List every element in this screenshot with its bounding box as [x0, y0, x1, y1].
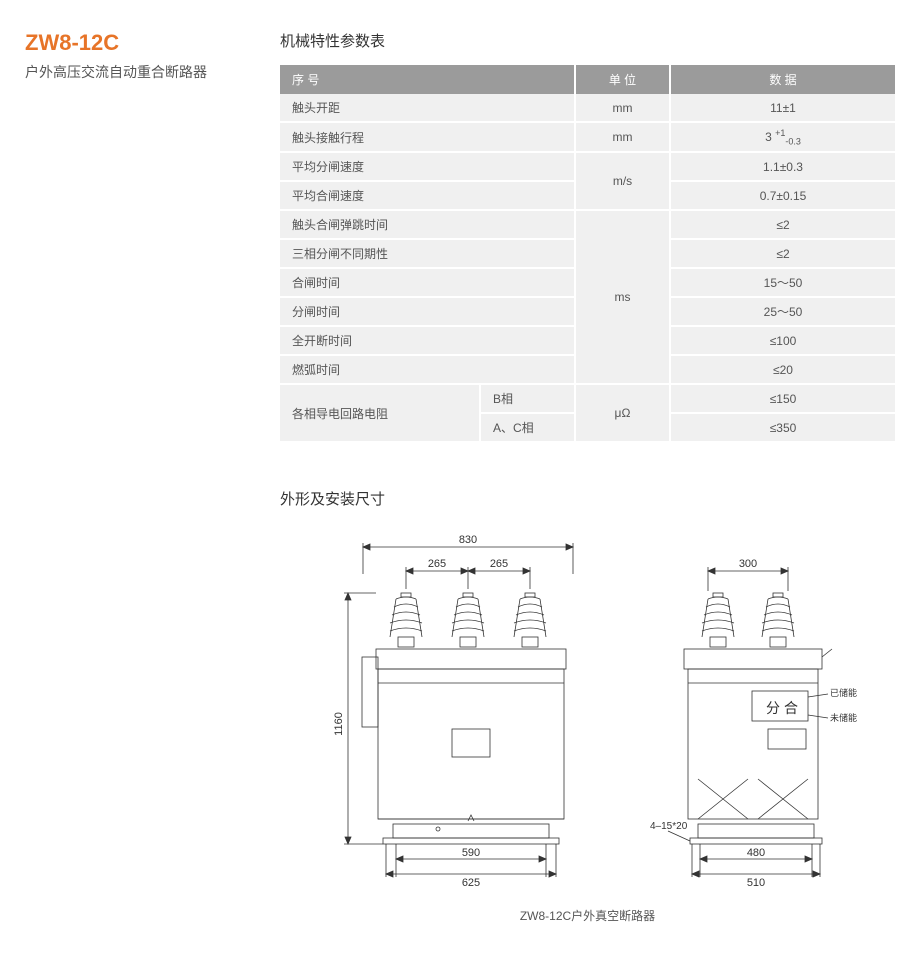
svg-text:625: 625: [461, 877, 479, 889]
product-description: 户外高压交流自动重合断路器: [25, 62, 250, 82]
table-row-unit: m/s: [575, 152, 670, 210]
table-row-value: ≤20: [670, 355, 895, 384]
table-header-name: 序 号: [280, 65, 575, 94]
svg-text:590: 590: [461, 847, 479, 859]
svg-text:510: 510: [746, 877, 764, 889]
svg-text:1160: 1160: [333, 713, 345, 737]
svg-text:480: 480: [746, 847, 764, 859]
parameters-table: 序 号 单 位 数 据 触头开距mm11±1 触头接触行程mm3 +1-0.3 平均…: [280, 65, 895, 443]
table-row-name: 各相导电回路电阻: [280, 384, 480, 442]
table-row-value: ≤350: [670, 413, 895, 442]
table-row-name: 平均分闸速度: [280, 152, 575, 181]
table-header-unit: 单 位: [575, 65, 670, 94]
side-view-diagram: 300: [648, 529, 868, 889]
table-title: 机械特性参数表: [280, 30, 895, 51]
diagram-caption: ZW8-12C户外真空断路器: [280, 907, 895, 924]
table-row-name: 燃弧时间: [280, 355, 575, 384]
table-row-name: 触头接触行程: [280, 122, 575, 152]
svg-text:830: 830: [458, 534, 476, 546]
table-row-name: 触头开距: [280, 94, 575, 122]
table-row-value: 3 +1-0.3: [670, 122, 895, 152]
table-row-unit: mm: [575, 122, 670, 152]
table-row-name: 分闸时间: [280, 297, 575, 326]
table-row-value: 25～50: [670, 297, 895, 326]
table-row-name: 合闸时间: [280, 268, 575, 297]
svg-text:265: 265: [489, 558, 507, 570]
table-row-unit: ms: [575, 210, 670, 384]
table-row-value: ≤100: [670, 326, 895, 355]
svg-text:合: 合: [784, 700, 798, 716]
table-row-value: ≤2: [670, 210, 895, 239]
svg-text:4–15*20: 4–15*20: [650, 821, 688, 832]
table-row-sub: A、C相: [480, 413, 575, 442]
table-row-value: ≤150: [670, 384, 895, 413]
svg-text:已储能: 已储能: [830, 687, 857, 698]
table-row-value: 11±1: [670, 94, 895, 122]
product-code: ZW8-12C: [25, 30, 250, 56]
svg-text:分: 分: [766, 700, 780, 716]
table-header-data: 数 据: [670, 65, 895, 94]
svg-text:未储能: 未储能: [830, 712, 857, 723]
table-row-unit: μΩ: [575, 384, 670, 442]
table-row-sub: B相: [480, 384, 575, 413]
table-row-unit: mm: [575, 94, 670, 122]
table-row-name: 平均合闸速度: [280, 181, 575, 210]
table-row-value: 1.1±0.3: [670, 152, 895, 181]
table-row-name: 三相分闸不同期性: [280, 239, 575, 268]
table-row-value: 0.7±0.15: [670, 181, 895, 210]
svg-text:300: 300: [738, 558, 756, 570]
table-row-name: 触头合闸弹跳时间: [280, 210, 575, 239]
table-row-value: 15～50: [670, 268, 895, 297]
front-view-diagram: 830 265 265: [308, 529, 598, 889]
dimensions-title: 外形及安装尺寸: [280, 488, 895, 509]
table-row-name: 全开断时间: [280, 326, 575, 355]
table-row-value: ≤2: [670, 239, 895, 268]
svg-text:265: 265: [427, 558, 445, 570]
